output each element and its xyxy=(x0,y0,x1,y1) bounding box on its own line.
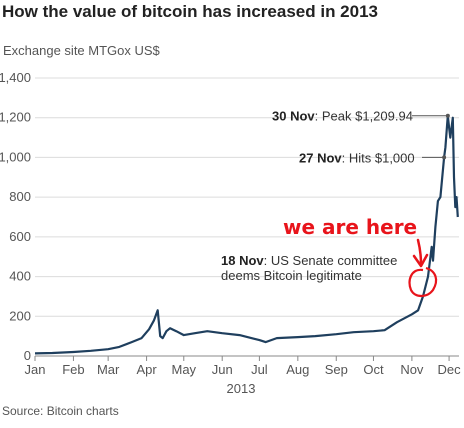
x-tick-label: May xyxy=(171,362,196,377)
x-axis-label: 2013 xyxy=(227,381,256,396)
y-tick-label: 600 xyxy=(9,229,31,244)
annotation-peak-date: 30 Nov xyxy=(272,109,315,124)
annotation-peak: 30 Nov: Peak $1,209.94 xyxy=(272,109,450,124)
chart-subtitle: Exchange site MTGox US$ xyxy=(3,43,160,58)
chart-source: Source: Bitcoin charts xyxy=(2,404,119,418)
annotation-senate-label: 18 Nov: US Senate committee xyxy=(221,253,397,268)
y-tick-label: 1,400 xyxy=(0,70,31,85)
y-tick-label: 0 xyxy=(24,348,31,363)
x-axis-ticks: Jan Feb Mar Apr May Jun Jul Aug Sep Oct Nov Dec xyxy=(25,356,462,377)
y-axis-ticks: 0 200 400 600 800 1,000 1,200 1,400 xyxy=(0,70,31,363)
x-tick-label: Oct xyxy=(363,362,384,377)
x-tick-label: Aug xyxy=(286,362,309,377)
annotation-1000-text: : Hits $1,000 xyxy=(342,150,415,165)
annotation-peak-text: : Peak $1,209.94 xyxy=(315,109,413,124)
x-tick-label: Mar xyxy=(97,362,120,377)
x-tick-label: Sep xyxy=(325,362,348,377)
x-tick-label: Feb xyxy=(62,362,84,377)
annotation-1000-marker xyxy=(442,155,447,160)
x-tick-label: Jan xyxy=(25,362,46,377)
annotation-senate-text: : US Senate committee xyxy=(264,253,398,268)
handwritten-arrow xyxy=(416,238,423,266)
annotation-1000-date: 27 Nov xyxy=(299,150,342,165)
y-tick-label: 400 xyxy=(9,269,31,284)
chart-title: How the value of bitcoin has increased i… xyxy=(2,2,379,21)
x-tick-label: Jul xyxy=(251,362,268,377)
handwritten-overlay: we are here xyxy=(283,215,438,298)
annotation-1000-label: 27 Nov: Hits $1,000 xyxy=(299,150,415,165)
handwritten-arrowhead xyxy=(412,253,429,268)
annotation-peak-marker xyxy=(445,113,450,118)
y-tick-label: 800 xyxy=(9,189,31,204)
handwritten-note: we are here xyxy=(283,215,417,239)
y-tick-label: 200 xyxy=(9,308,31,323)
x-tick-label: Apr xyxy=(136,362,157,377)
y-tick-label: 1,000 xyxy=(0,149,31,164)
annotation-peak-label: 30 Nov: Peak $1,209.94 xyxy=(272,109,413,124)
price-line xyxy=(34,114,459,355)
annotations: 30 Nov: Peak $1,209.94 27 Nov: Hits $1,00… xyxy=(221,109,450,283)
annotation-senate-text2: deems Bitcoin legitimate xyxy=(221,268,362,283)
annotation-senate-date: 18 Nov xyxy=(221,253,264,268)
y-tick-label: 1,200 xyxy=(0,110,31,125)
x-tick-label: Jun xyxy=(212,362,233,377)
x-tick-label: Nov xyxy=(400,362,424,377)
x-tick-label: Dec xyxy=(438,362,462,377)
gridlines xyxy=(35,77,459,357)
handwritten-circle xyxy=(408,266,438,298)
annotation-1000: 27 Nov: Hits $1,000 xyxy=(299,150,447,165)
